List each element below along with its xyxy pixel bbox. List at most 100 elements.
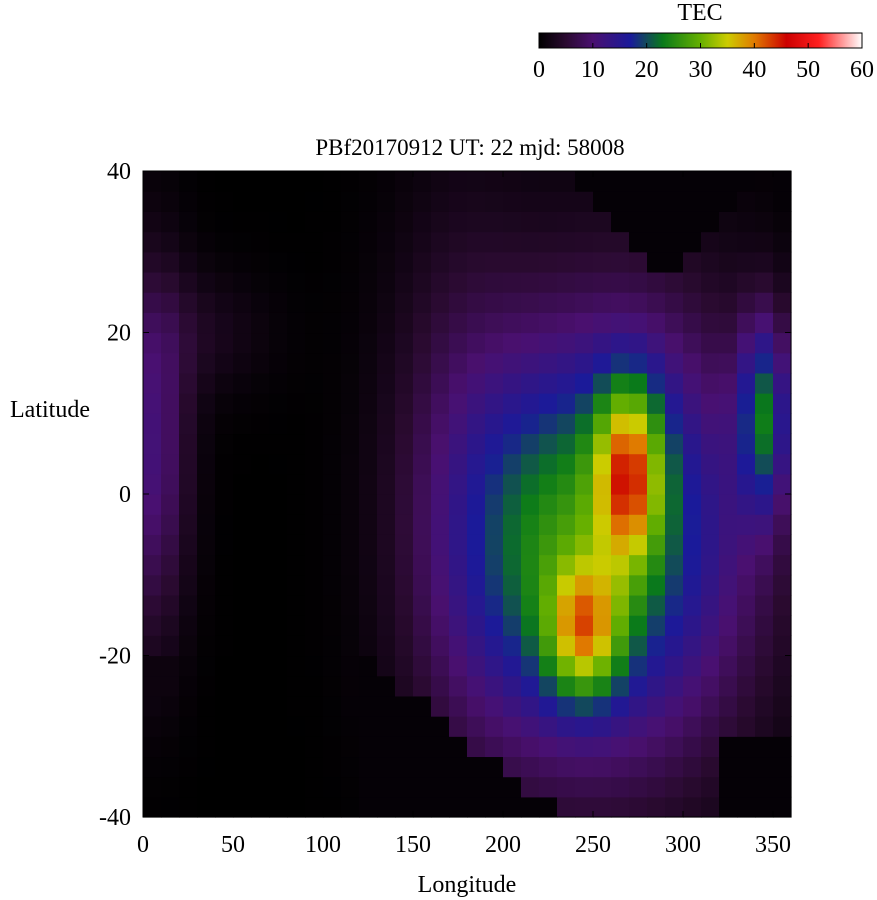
heatmap-cell — [737, 655, 756, 677]
heatmap-cell — [665, 796, 684, 818]
heatmap-cell — [449, 171, 468, 192]
heatmap-cell — [467, 615, 486, 636]
heatmap-cell — [161, 191, 180, 212]
heatmap-cell — [341, 695, 360, 717]
heatmap-cell — [467, 534, 486, 556]
heatmap-cell — [755, 191, 774, 212]
heatmap-cell — [539, 756, 558, 778]
heatmap-cell — [323, 393, 342, 414]
heatmap-cell — [341, 716, 360, 737]
heatmap-cell — [359, 231, 378, 253]
heatmap-cell — [377, 655, 396, 677]
heatmap-cell — [485, 594, 504, 616]
heatmap-cell — [341, 554, 360, 576]
heatmap-cell — [557, 716, 576, 737]
heatmap-cell — [665, 494, 684, 515]
heatmap-cell — [395, 271, 414, 293]
heatmap-cell — [143, 231, 162, 253]
heatmap-cell — [233, 413, 252, 435]
heatmap-cell — [143, 776, 162, 798]
heatmap-cell — [287, 756, 306, 778]
heatmap-cell — [179, 514, 198, 535]
heatmap-cell — [737, 393, 756, 414]
heatmap-cell — [773, 494, 792, 515]
heatmap-cell — [215, 292, 234, 313]
heatmap-cell — [449, 635, 468, 657]
heatmap-cell — [557, 231, 576, 253]
heatmap-cell — [161, 372, 180, 394]
y-tick-label: 40 — [107, 159, 131, 185]
heatmap-cell — [377, 393, 396, 414]
heatmap-cell — [485, 271, 504, 293]
heatmap-cell — [629, 453, 648, 475]
heatmap-cell — [755, 655, 774, 677]
y-tick-label: 20 — [107, 321, 131, 347]
x-axis: 0 50 100 150 200 250 300 350 — [137, 171, 791, 858]
heatmap-cell — [539, 433, 558, 455]
heatmap-cell — [431, 473, 450, 495]
heatmap-cell — [233, 554, 252, 576]
heatmap-cell — [143, 594, 162, 616]
heatmap-cell — [557, 675, 576, 697]
heatmap-cell — [377, 675, 396, 697]
heatmap-cell — [143, 413, 162, 435]
heatmap-cell — [611, 695, 630, 717]
heatmap-cell — [503, 534, 522, 556]
heatmap-cell — [233, 494, 252, 515]
heatmap-cell — [287, 372, 306, 394]
heatmap-cell — [611, 191, 630, 212]
heatmap-cell — [557, 594, 576, 616]
heatmap-cell — [665, 635, 684, 657]
heatmap-cell — [395, 756, 414, 778]
heatmap-cell — [647, 352, 666, 374]
heatmap-cell — [647, 514, 666, 535]
heatmap-cell — [359, 675, 378, 697]
heatmap-cell — [755, 615, 774, 636]
heatmap-cell — [449, 473, 468, 495]
heatmap-cell — [143, 171, 162, 192]
heatmap-cell — [251, 433, 270, 455]
colorbar-tick-label: 40 — [742, 57, 766, 83]
heatmap-cell — [521, 494, 540, 515]
heatmap-cell — [593, 352, 612, 374]
heatmap-cell — [287, 171, 306, 192]
heatmap-cell — [323, 716, 342, 737]
heatmap-cell — [719, 231, 738, 253]
heatmap-cell — [503, 514, 522, 535]
heatmap-cell — [395, 251, 414, 273]
heatmap-cell — [593, 372, 612, 394]
heatmap-cell — [143, 271, 162, 293]
heatmap-cell — [377, 494, 396, 515]
heatmap-cell — [629, 372, 648, 394]
heatmap-cell — [359, 453, 378, 475]
heatmap-cell — [377, 796, 396, 818]
heatmap-cell — [539, 574, 558, 596]
heatmap-cell — [197, 372, 216, 394]
heatmap-cell — [269, 776, 288, 798]
heatmap-cell — [161, 756, 180, 778]
heatmap-cell — [521, 574, 540, 596]
heatmap-cell — [305, 736, 324, 758]
heatmap-cell — [665, 756, 684, 778]
heatmap-cell — [485, 251, 504, 273]
heatmap-cell — [179, 473, 198, 495]
heatmap-cell — [305, 312, 324, 334]
heatmap-cell — [701, 655, 720, 677]
heatmap-cell — [503, 695, 522, 717]
heatmap-cell — [269, 554, 288, 576]
heatmap-cell — [611, 211, 630, 233]
heatmap-cell — [395, 574, 414, 596]
heatmap-cell — [287, 292, 306, 313]
heatmap-cell — [467, 635, 486, 657]
heatmap-cell — [719, 171, 738, 192]
x-tick-label: 100 — [305, 832, 341, 858]
heatmap-cell — [323, 695, 342, 717]
heatmap-cell — [161, 494, 180, 515]
heatmap-cell — [647, 756, 666, 778]
heatmap-cell — [179, 796, 198, 818]
heatmap-cell — [377, 453, 396, 475]
heatmap-cell — [737, 736, 756, 758]
heatmap-cell — [287, 413, 306, 435]
heatmap-cell — [269, 695, 288, 717]
heatmap-cell — [377, 716, 396, 737]
